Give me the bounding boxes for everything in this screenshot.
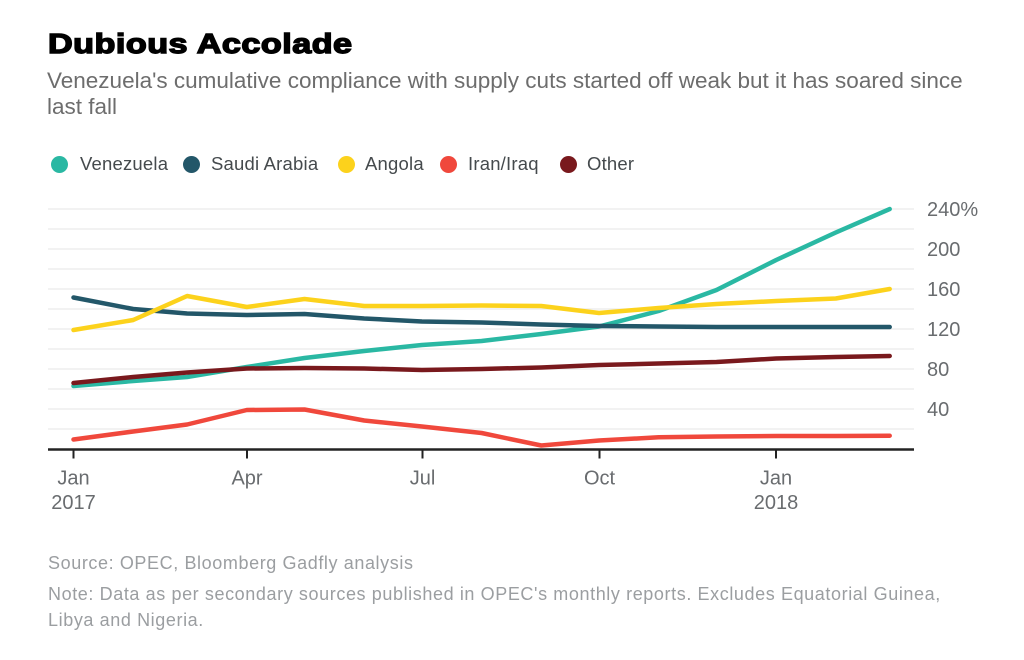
- svg-text:160: 160: [927, 279, 960, 301]
- svg-text:200: 200: [927, 239, 960, 261]
- svg-text:Jan: Jan: [57, 468, 89, 490]
- svg-text:80: 80: [927, 359, 949, 381]
- svg-text:2017: 2017: [51, 492, 96, 514]
- svg-text:Jul: Jul: [410, 468, 436, 490]
- svg-text:Jan: Jan: [760, 468, 792, 490]
- svg-text:240%: 240%: [927, 199, 978, 221]
- svg-text:Oct: Oct: [584, 468, 616, 490]
- svg-text:120: 120: [927, 319, 960, 341]
- svg-text:Apr: Apr: [231, 468, 262, 490]
- svg-text:40: 40: [927, 399, 949, 421]
- svg-text:2018: 2018: [754, 492, 799, 514]
